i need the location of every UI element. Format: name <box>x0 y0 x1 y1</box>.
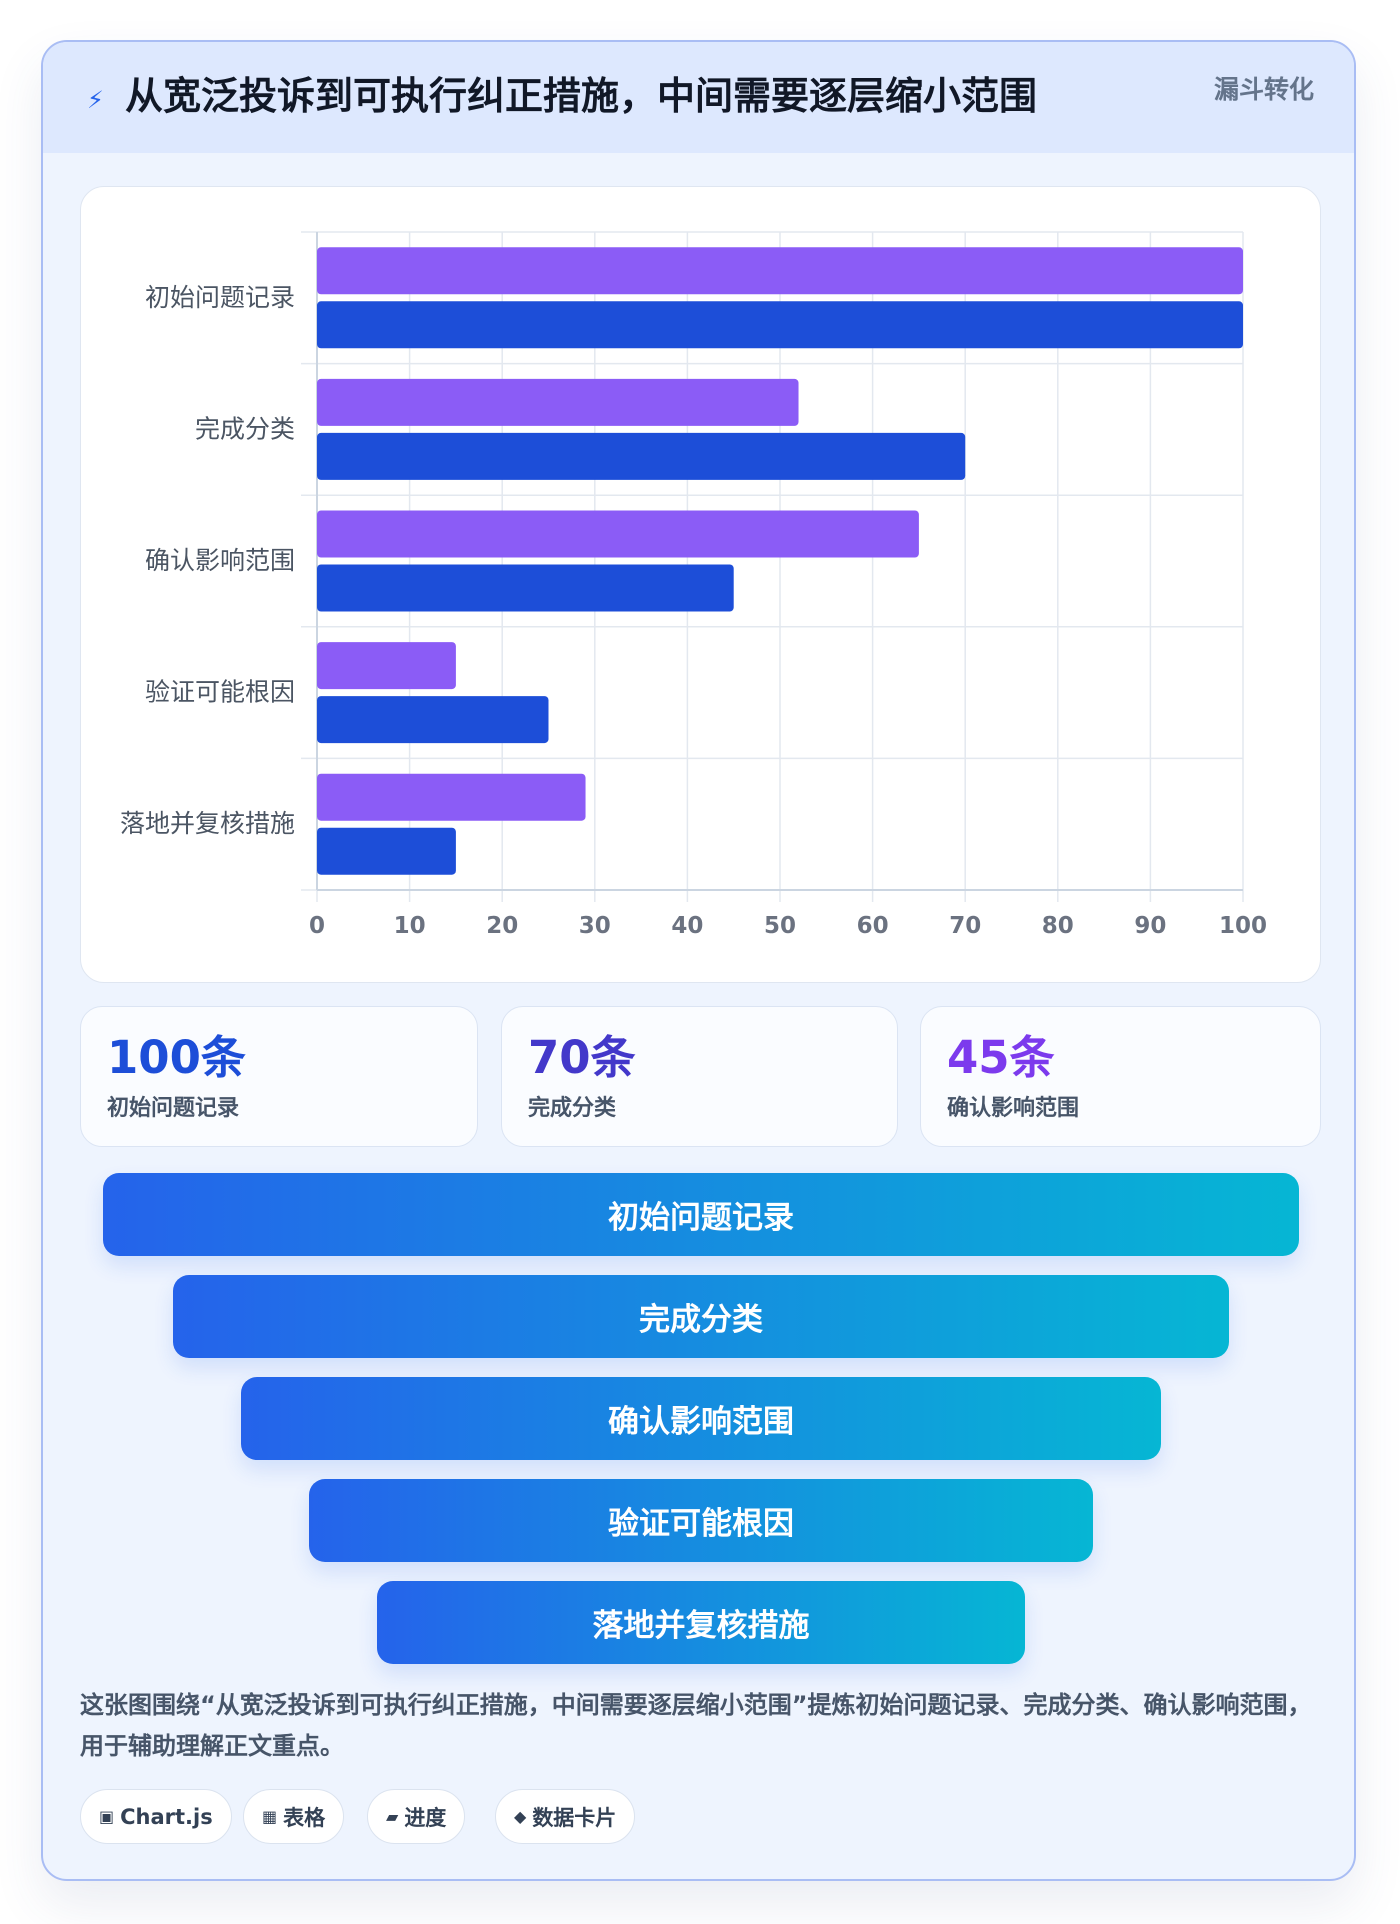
x-tick-label: 0 <box>309 913 325 939</box>
card-header: ⚡ 从宽泛投诉到可执行纠正措施，中间需要逐层缩小范围 漏斗转化 <box>43 42 1354 153</box>
y-category-label: 初始问题记录 <box>145 283 295 312</box>
chart-type-tag: 漏斗转化 <box>1213 75 1314 104</box>
x-tick-label: 100 <box>1219 913 1267 939</box>
funnel-stage-2: 完成分类 <box>173 1275 1229 1358</box>
x-tick-label: 70 <box>949 913 981 939</box>
chart-description: 这张图围绕“从宽泛投诉到可执行纠正措施，中间需要逐层缩小范围”提炼初始问题记录、… <box>80 1691 1312 1760</box>
stat-card-0: 100条 初始问题记录 <box>80 1006 478 1147</box>
bar-chart-panel: 0 10 20 30 40 50 60 70 80 90 100 初始问题记录完成分类确认影响范围 验证… <box>80 186 1321 983</box>
x-tick-label: 40 <box>671 913 703 939</box>
lightning-icon: ⚡ <box>87 86 104 114</box>
stat-value: 45条 <box>947 1031 1055 1084</box>
y-category-label: 落地并复核措施 <box>120 809 295 838</box>
bar-series-2 <box>317 696 549 744</box>
chip-label: 表格 <box>283 1805 326 1830</box>
stat-card-1: 70条 完成分类 <box>501 1006 898 1147</box>
stat-label: 完成分类 <box>528 1096 617 1121</box>
y-category-label: 确认影响范围 <box>145 546 295 575</box>
x-tick-label: 50 <box>764 913 796 939</box>
funnel-stage-5: 落地并复核措施 <box>377 1581 1025 1664</box>
chart-icon: ▣ <box>99 1807 115 1826</box>
y-category-label: 验证可能根因 <box>145 678 295 707</box>
chip-label: 数据卡片 <box>532 1805 617 1830</box>
x-tick-label: 90 <box>1134 913 1166 939</box>
chip-data-card: ◆ 数据卡片 <box>495 1789 636 1844</box>
x-tick-label: 30 <box>579 913 611 939</box>
diamond-icon: ◆ <box>514 1807 527 1826</box>
table-icon: ▦ <box>262 1807 278 1826</box>
stat-label: 确认影响范围 <box>947 1096 1080 1121</box>
progress-icon: ▰ <box>386 1807 399 1826</box>
chip-label: 进度 <box>404 1805 447 1830</box>
x-tick-label: 60 <box>857 913 889 939</box>
bar-series-2 <box>317 564 734 612</box>
chip-label: Chart.js <box>120 1804 213 1829</box>
funnel-stage-4: 验证可能根因 <box>309 1479 1093 1562</box>
y-category-label: 完成分类 <box>195 414 295 443</box>
bar-series-1 <box>317 642 456 690</box>
chart-card: ⚡ 从宽泛投诉到可执行纠正措施，中间需要逐层缩小范围 漏斗转化 0 10 20 30 4… <box>41 40 1356 1881</box>
bar-series-2 <box>317 301 1243 349</box>
funnel-stage-3: 确认影响范围 <box>241 1377 1161 1460</box>
x-tick-label: 80 <box>1042 913 1074 939</box>
page-title: 从宽泛投诉到可执行纠正措施，中间需要逐层缩小范围 <box>125 74 1038 118</box>
bar-series-1 <box>317 510 919 558</box>
bar-series-1 <box>317 773 586 821</box>
stat-value: 100条 <box>107 1031 246 1084</box>
funnel-stage-1: 初始问题记录 <box>103 1173 1299 1256</box>
chip-chartjs: ▣ Chart.js <box>80 1789 232 1844</box>
bar-series-1 <box>317 247 1243 295</box>
bar-chart: 0 10 20 30 40 50 60 70 80 90 100 初始问题记录完成分类确认影响范围验证… <box>120 231 1267 939</box>
x-tick-label: 20 <box>486 913 518 939</box>
stat-value: 70条 <box>528 1031 636 1084</box>
chip-progress: ▰ 进度 <box>367 1789 466 1844</box>
bar-series-2 <box>317 432 966 480</box>
x-tick-label: 10 <box>394 913 426 939</box>
stat-label: 初始问题记录 <box>107 1096 240 1121</box>
chip-table: ▦ 表格 <box>243 1789 345 1844</box>
stat-card-2: 45条 确认影响范围 <box>920 1006 1321 1147</box>
bar-series-1 <box>317 378 799 426</box>
bar-series-2 <box>317 827 456 875</box>
